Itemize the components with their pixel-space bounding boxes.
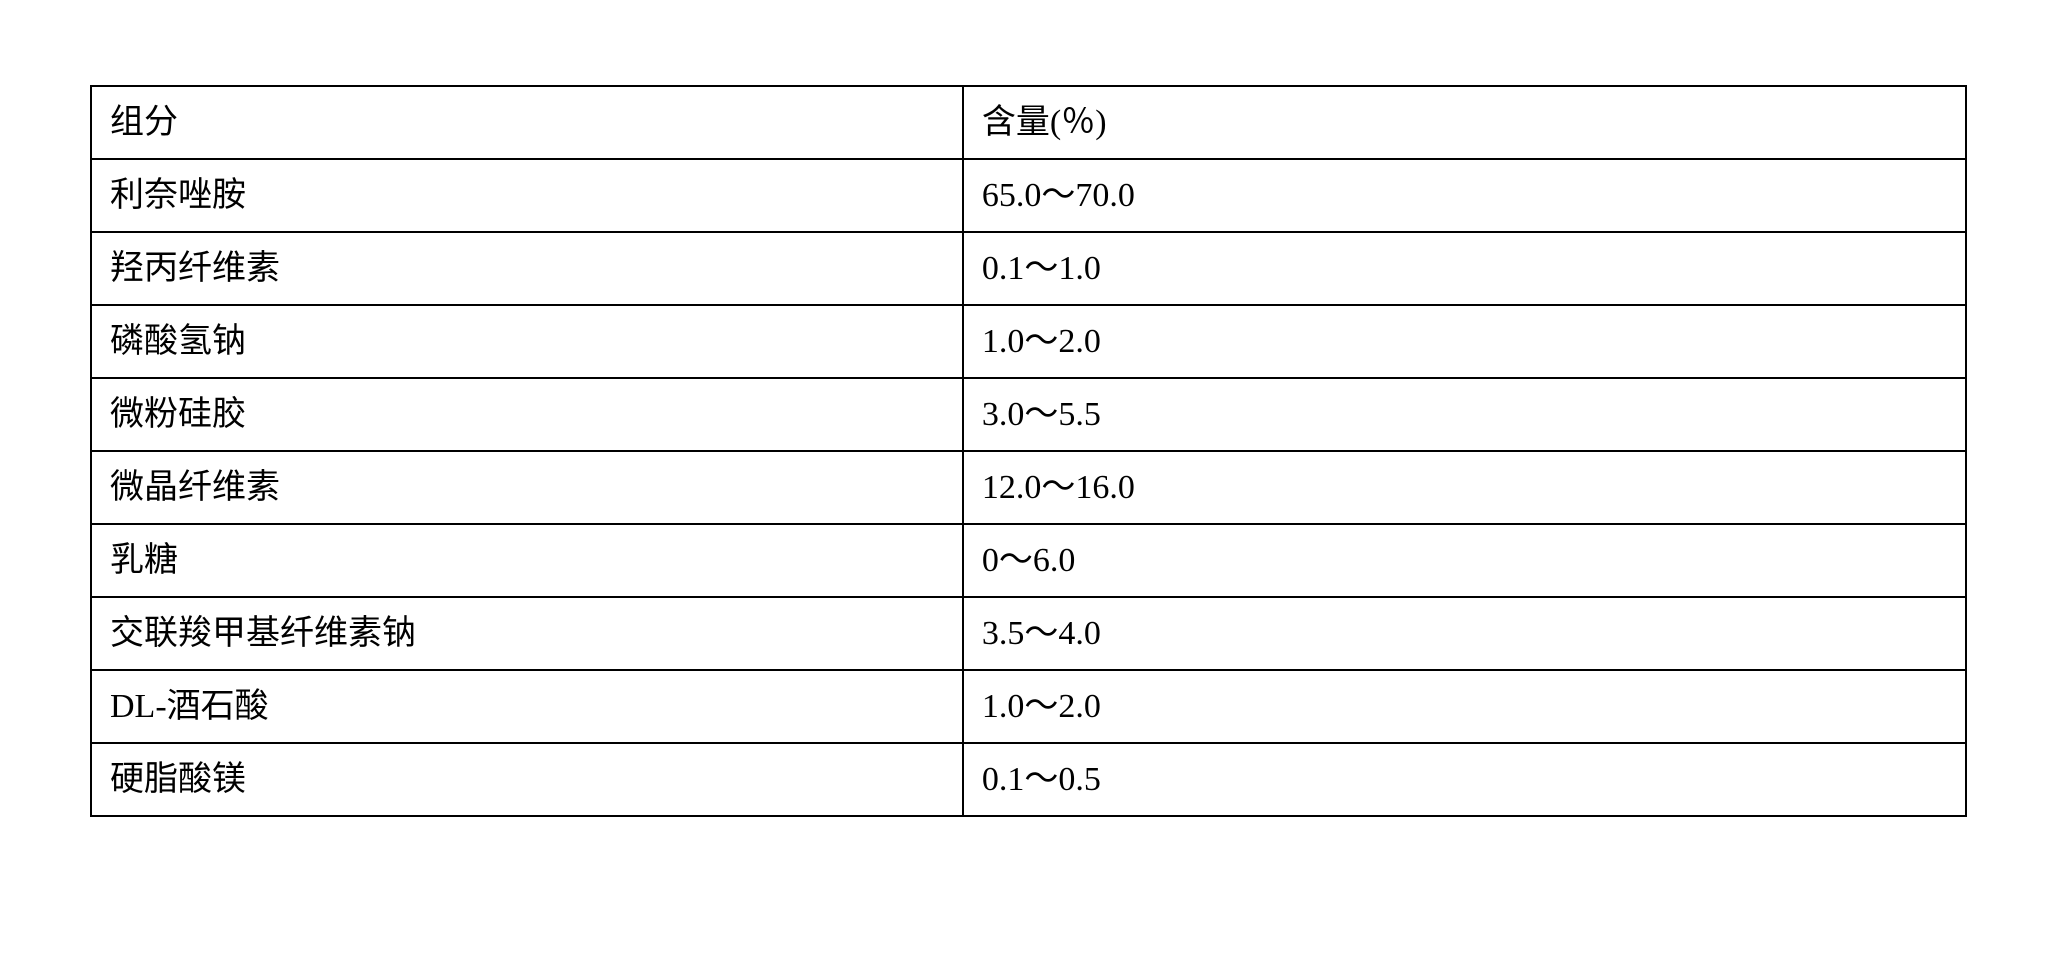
content-cell: 0～6.0 — [963, 524, 1966, 597]
table-row: 羟丙纤维素 0.1～1.0 — [91, 232, 1966, 305]
table-row: 利奈唑胺 65.0～70.0 — [91, 159, 1966, 232]
component-cell: 羟丙纤维素 — [91, 232, 963, 305]
component-cell: 磷酸氢钠 — [91, 305, 963, 378]
header-component: 组分 — [91, 86, 963, 159]
component-cell: 交联羧甲基纤维素钠 — [91, 597, 963, 670]
table-row: 硬脂酸镁 0.1～0.5 — [91, 743, 1966, 816]
composition-table-container: 组分 含量(％) 利奈唑胺 65.0～70.0 羟丙纤维素 0.1～1.0 磷酸… — [90, 85, 1967, 817]
component-cell: 硬脂酸镁 — [91, 743, 963, 816]
content-cell: 3.0～5.5 — [963, 378, 1966, 451]
component-cell: DL-酒石酸 — [91, 670, 963, 743]
component-cell: 利奈唑胺 — [91, 159, 963, 232]
table-body: 组分 含量(％) 利奈唑胺 65.0～70.0 羟丙纤维素 0.1～1.0 磷酸… — [91, 86, 1966, 816]
content-cell: 1.0～2.0 — [963, 305, 1966, 378]
header-content: 含量(％) — [963, 86, 1966, 159]
table-row: 乳糖 0～6.0 — [91, 524, 1966, 597]
component-cell: 微晶纤维素 — [91, 451, 963, 524]
table-row: 微晶纤维素 12.0～16.0 — [91, 451, 1966, 524]
table-row: 交联羧甲基纤维素钠 3.5～4.0 — [91, 597, 1966, 670]
component-cell: 乳糖 — [91, 524, 963, 597]
table-row: 磷酸氢钠 1.0～2.0 — [91, 305, 1966, 378]
content-cell: 3.5～4.0 — [963, 597, 1966, 670]
content-cell: 12.0～16.0 — [963, 451, 1966, 524]
composition-table: 组分 含量(％) 利奈唑胺 65.0～70.0 羟丙纤维素 0.1～1.0 磷酸… — [90, 85, 1967, 817]
table-header-row: 组分 含量(％) — [91, 86, 1966, 159]
table-row: 微粉硅胶 3.0～5.5 — [91, 378, 1966, 451]
content-cell: 0.1～1.0 — [963, 232, 1966, 305]
content-cell: 0.1～0.5 — [963, 743, 1966, 816]
content-cell: 65.0～70.0 — [963, 159, 1966, 232]
component-cell: 微粉硅胶 — [91, 378, 963, 451]
content-cell: 1.0～2.0 — [963, 670, 1966, 743]
table-row: DL-酒石酸 1.0～2.0 — [91, 670, 1966, 743]
